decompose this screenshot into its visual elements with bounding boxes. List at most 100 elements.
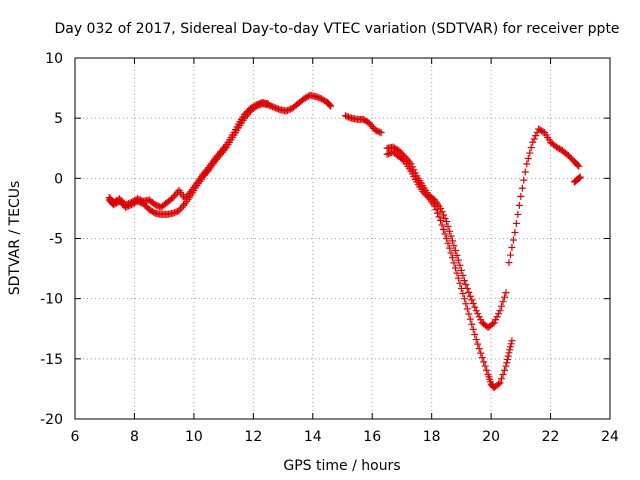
data-point bbox=[252, 101, 260, 109]
data-point bbox=[477, 316, 485, 324]
x-tick-label: 16 bbox=[363, 429, 381, 445]
data-point bbox=[481, 362, 489, 370]
data-point bbox=[509, 236, 517, 244]
data-point bbox=[446, 244, 453, 252]
data-point bbox=[254, 100, 262, 108]
data-point bbox=[575, 162, 583, 170]
data-point bbox=[483, 366, 491, 374]
data-point bbox=[150, 208, 158, 216]
data-point bbox=[440, 211, 448, 219]
data-point bbox=[502, 362, 510, 370]
data-point bbox=[273, 105, 281, 113]
data-point bbox=[437, 216, 445, 224]
data-point bbox=[508, 337, 516, 345]
data-points bbox=[105, 91, 584, 392]
data-point bbox=[443, 235, 451, 242]
data-point bbox=[502, 289, 510, 297]
data-point bbox=[521, 168, 529, 176]
data-point bbox=[374, 127, 382, 135]
series-track-e bbox=[383, 143, 510, 332]
data-point bbox=[171, 209, 179, 217]
data-point bbox=[500, 366, 508, 374]
x-tick-label: 14 bbox=[304, 429, 322, 445]
data-point bbox=[346, 114, 354, 122]
data-point bbox=[518, 184, 526, 192]
data-point bbox=[526, 149, 534, 157]
data-point bbox=[326, 101, 334, 109]
data-point bbox=[432, 206, 440, 214]
data-point bbox=[343, 112, 351, 120]
series-track-f bbox=[505, 125, 583, 267]
data-point bbox=[441, 214, 449, 222]
data-point bbox=[435, 213, 443, 221]
data-point bbox=[377, 129, 385, 137]
x-tick-label: 24 bbox=[601, 429, 619, 445]
data-point bbox=[126, 199, 134, 207]
data-point bbox=[444, 239, 452, 247]
data-point bbox=[243, 108, 251, 116]
data-point bbox=[315, 94, 323, 102]
x-tick-label: 12 bbox=[244, 429, 262, 445]
data-point bbox=[441, 230, 449, 238]
y-tick-label: 5 bbox=[54, 111, 63, 127]
data-point bbox=[284, 106, 292, 114]
data-point bbox=[524, 154, 532, 162]
data-point bbox=[457, 266, 465, 274]
grid bbox=[75, 58, 610, 419]
data-point bbox=[507, 340, 515, 348]
data-point bbox=[313, 93, 321, 101]
y-tick-label: -20 bbox=[40, 412, 63, 428]
data-point bbox=[529, 138, 537, 146]
data-point bbox=[125, 200, 132, 208]
data-point bbox=[396, 148, 404, 156]
data-point bbox=[527, 144, 535, 152]
data-point bbox=[498, 375, 506, 383]
data-point bbox=[440, 225, 448, 233]
series-track-c bbox=[341, 112, 385, 137]
data-point bbox=[453, 269, 461, 277]
data-point bbox=[119, 198, 127, 206]
data-point bbox=[275, 105, 283, 113]
data-point bbox=[505, 259, 513, 267]
data-point bbox=[376, 128, 384, 136]
data-point bbox=[272, 104, 280, 112]
data-point bbox=[454, 274, 462, 282]
x-tick-label: 8 bbox=[130, 429, 139, 445]
data-point bbox=[282, 107, 290, 115]
series-track-b bbox=[105, 99, 272, 211]
data-point bbox=[407, 160, 415, 168]
x-tick-label: 22 bbox=[542, 429, 560, 445]
data-point bbox=[312, 93, 320, 101]
data-point bbox=[523, 160, 531, 168]
y-tick-label: -15 bbox=[40, 352, 63, 368]
y-tick-label: -5 bbox=[49, 232, 63, 248]
data-point bbox=[472, 336, 480, 344]
data-point bbox=[496, 307, 504, 315]
data-point bbox=[255, 100, 263, 108]
data-point bbox=[465, 310, 473, 318]
x-tick-label: 6 bbox=[71, 429, 80, 445]
data-point bbox=[398, 150, 406, 158]
y-tick-label: 0 bbox=[54, 171, 63, 187]
data-point bbox=[532, 132, 540, 140]
data-point bbox=[168, 195, 176, 203]
data-point bbox=[446, 227, 453, 235]
x-axis: 6 8 10 12 14 16 18 20 22 24 bbox=[71, 58, 619, 445]
data-point bbox=[465, 288, 473, 296]
data-point bbox=[438, 221, 446, 229]
data-point bbox=[456, 279, 464, 287]
data-point bbox=[133, 195, 141, 203]
data-point bbox=[566, 153, 574, 161]
data-point bbox=[395, 147, 403, 155]
data-point bbox=[495, 380, 503, 388]
data-point bbox=[576, 173, 584, 181]
data-point bbox=[574, 161, 582, 169]
data-point bbox=[512, 219, 520, 227]
data-point bbox=[429, 195, 437, 203]
data-point bbox=[451, 264, 459, 272]
data-point bbox=[264, 100, 272, 108]
data-point bbox=[498, 302, 506, 310]
y-axis-label: SDTVAR / TECUs bbox=[7, 181, 23, 296]
data-point bbox=[475, 345, 483, 353]
